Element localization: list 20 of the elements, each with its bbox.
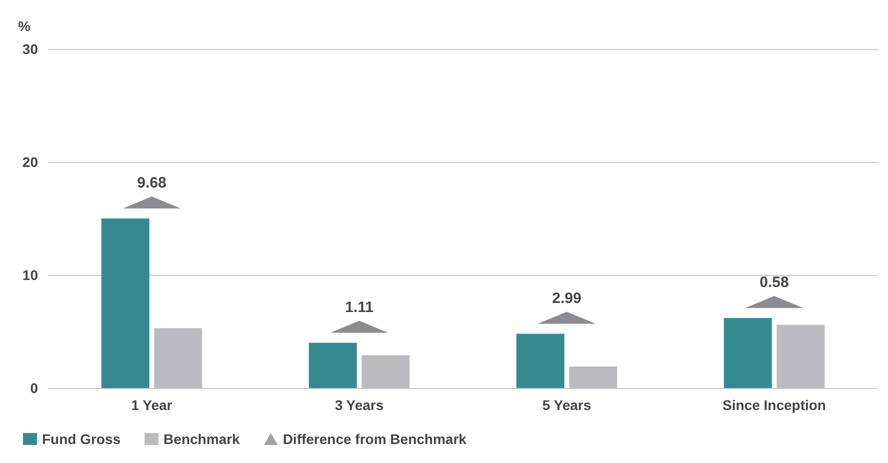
y-tick-label: 0 <box>30 380 38 396</box>
bar <box>101 218 150 388</box>
annotation: 2.99 <box>552 290 582 307</box>
y-tick-label: 20 <box>22 154 38 170</box>
annotation: 1.11 <box>345 298 374 316</box>
annotation: 0.58 <box>760 274 789 291</box>
x-tick-label: 3 Years <box>334 397 384 413</box>
bar <box>308 342 357 388</box>
y-tick-label: 10 <box>22 267 38 283</box>
bar <box>516 334 564 388</box>
x-tick-label: 5 Years <box>542 397 592 413</box>
legend-label: Benchmark <box>164 431 240 447</box>
legend-label: Fund Gross <box>42 431 121 447</box>
x-tick-label: 1 Year <box>131 397 173 413</box>
x-tick-label: Since Inception <box>722 397 826 413</box>
bar <box>724 318 772 388</box>
legend-label: Difference from Benchmark <box>282 431 467 447</box>
y-axis-title: % <box>18 18 31 34</box>
annotation: 9.68 <box>137 174 166 192</box>
y-tick-label: 30 <box>22 41 38 57</box>
